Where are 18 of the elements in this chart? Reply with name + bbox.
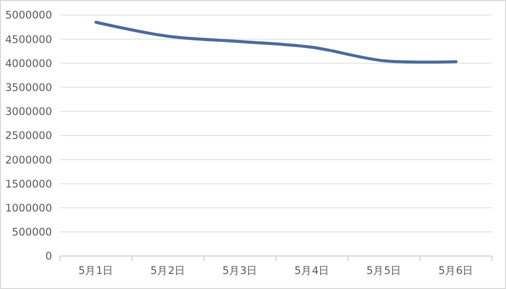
y-tick-label: 3000000 (5, 106, 52, 118)
line-series (94, 20, 458, 64)
x-tick-label: 5月6日 (438, 265, 474, 277)
x-tick-label: 5月4日 (294, 265, 330, 277)
x-tick-label: 5月3日 (222, 265, 258, 277)
y-tick-label: 2000000 (5, 154, 52, 166)
y-tick-label: 1500000 (5, 178, 52, 190)
y-tick-label: 4500000 (5, 34, 52, 46)
y-tick-label: 3500000 (5, 82, 52, 94)
y-tick-label: 2500000 (5, 130, 52, 142)
y-tick-label: 0 (45, 250, 52, 263)
x-tick-label: 5月2日 (150, 265, 186, 277)
y-tick-label: 500000 (12, 226, 52, 239)
x-tick-label: 5月1日 (78, 265, 114, 277)
x-tick-label: 5月5日 (366, 265, 402, 277)
y-tick-label: 5000000 (5, 10, 52, 22)
y-tick-label: 1000000 (5, 202, 52, 214)
y-tick-label: 4000000 (5, 58, 52, 70)
